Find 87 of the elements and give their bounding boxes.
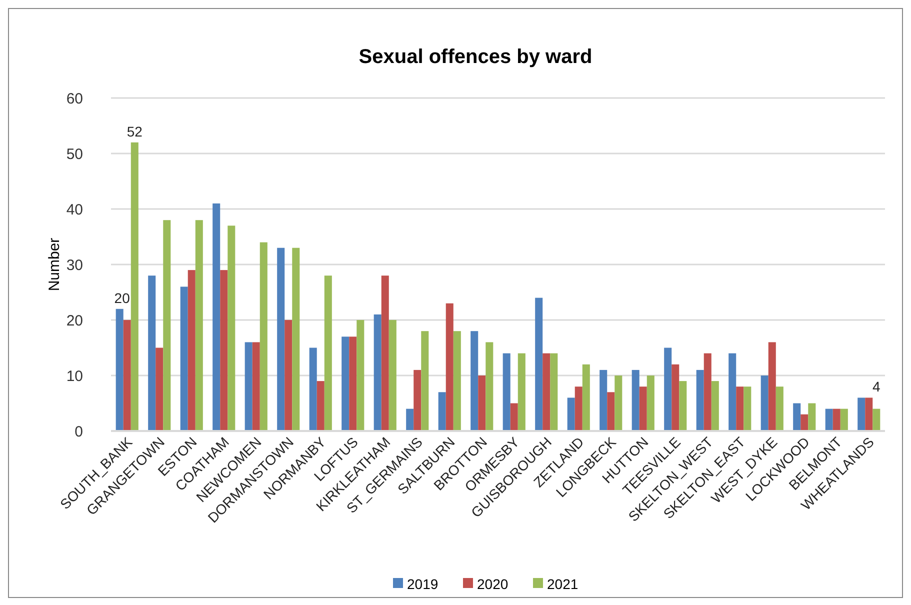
bar — [188, 270, 196, 431]
bar — [776, 386, 784, 431]
bar — [574, 386, 582, 431]
bar — [374, 314, 382, 431]
y-tick-label: 30 — [66, 256, 83, 274]
bar — [832, 408, 840, 431]
bar — [414, 370, 422, 431]
bar — [486, 342, 494, 431]
bar — [728, 353, 736, 431]
chart-title: Sexual offences by ward — [358, 46, 592, 68]
bar — [607, 392, 615, 431]
bar — [123, 320, 131, 431]
bar — [800, 414, 808, 431]
bar — [277, 248, 285, 431]
bar — [356, 320, 364, 431]
bar — [180, 286, 188, 431]
bar — [349, 336, 357, 431]
bar — [478, 376, 486, 431]
bar — [212, 203, 220, 431]
bar — [600, 370, 608, 431]
bar — [156, 348, 164, 431]
y-axis-title: Number — [46, 238, 63, 292]
y-tick-label: 50 — [66, 146, 83, 163]
bar — [518, 353, 526, 431]
bar — [736, 386, 744, 431]
bar — [453, 331, 461, 431]
bar — [550, 353, 558, 431]
bar — [639, 386, 647, 431]
y-tick-label: 0 — [74, 423, 83, 440]
y-tick-label: 20 — [66, 312, 83, 330]
bar — [614, 376, 622, 431]
bar — [284, 320, 292, 431]
bar — [446, 303, 454, 431]
legend-label: 2021 — [547, 576, 578, 592]
bar — [406, 408, 414, 431]
bar — [220, 270, 228, 431]
bar — [228, 226, 236, 431]
bar — [244, 342, 252, 431]
bar — [292, 248, 300, 431]
bar — [324, 276, 332, 431]
bar — [438, 392, 446, 431]
bar — [672, 364, 680, 431]
bar — [808, 403, 816, 431]
bar — [381, 276, 389, 431]
bar — [711, 381, 719, 431]
legend-label: 2020 — [477, 576, 508, 592]
data-label: 4 — [872, 378, 880, 395]
bar — [825, 408, 833, 431]
bar — [567, 398, 575, 431]
bar — [252, 342, 260, 431]
bar — [865, 398, 873, 431]
bar — [704, 353, 712, 431]
bar — [872, 408, 880, 431]
data-label: 52 — [126, 123, 143, 140]
bar — [646, 376, 654, 431]
bar — [116, 308, 124, 431]
bar — [470, 331, 478, 431]
bar — [316, 381, 324, 431]
bar — [760, 376, 768, 431]
bar — [163, 220, 171, 431]
y-tick-label: 10 — [66, 368, 83, 385]
bar — [502, 353, 510, 431]
bar — [148, 276, 156, 431]
bar — [858, 398, 866, 431]
bar — [309, 348, 317, 431]
bar — [793, 403, 801, 431]
bar — [582, 364, 590, 431]
bar — [744, 386, 752, 431]
bar — [130, 142, 138, 431]
bar — [632, 370, 640, 431]
bar — [542, 353, 550, 431]
bar — [342, 336, 350, 431]
bar — [664, 348, 672, 431]
bar — [195, 220, 203, 431]
bar — [388, 320, 396, 431]
y-tick-label: 40 — [66, 201, 83, 218]
bar — [840, 408, 848, 431]
data-label: 20 — [114, 290, 130, 306]
bar — [768, 342, 776, 431]
legend-label: 2019 — [407, 576, 438, 592]
bar — [421, 331, 429, 431]
bar — [679, 381, 687, 431]
bar — [535, 298, 543, 431]
bar — [260, 242, 268, 431]
y-tick-label: 60 — [66, 90, 83, 108]
bar — [510, 403, 518, 431]
bar — [696, 370, 704, 431]
